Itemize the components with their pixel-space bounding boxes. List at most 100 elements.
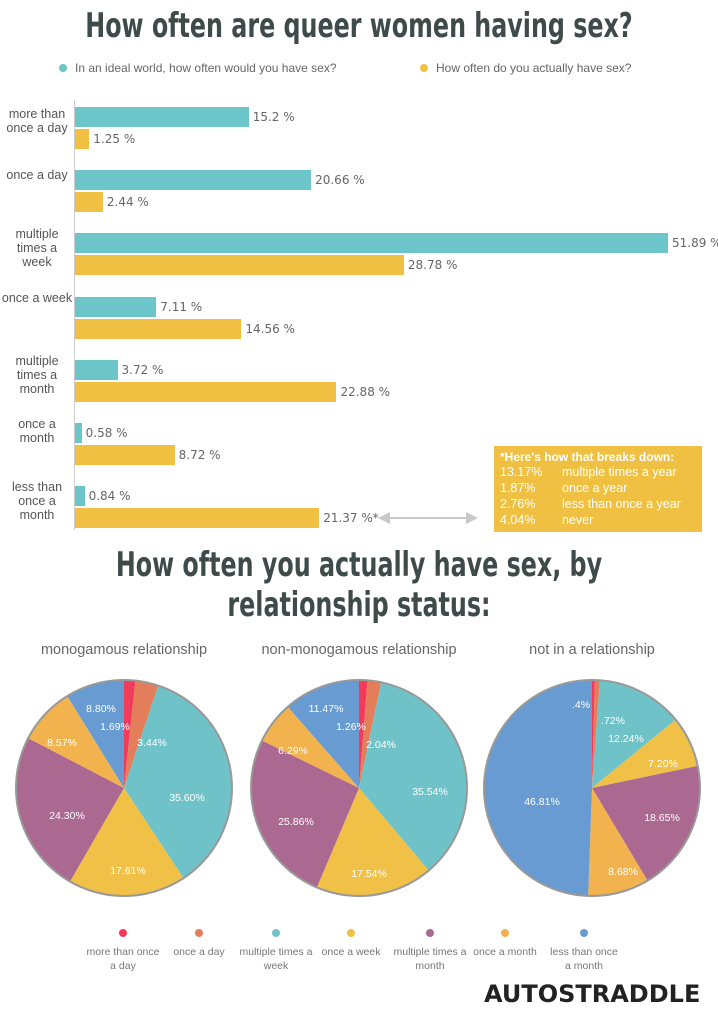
pie-slice-label: 17.54% <box>351 868 387 880</box>
pie-slice-label: 1.26% <box>336 721 366 733</box>
pie-outline <box>15 679 233 897</box>
bar-value-label: 0.84 % <box>88 489 131 504</box>
legend-label: once a day <box>173 946 225 958</box>
breakdown-row: 4.04% never <box>500 512 696 528</box>
category-label: multiple times a month <box>15 353 59 396</box>
bar-value-label: 14.56 % <box>245 321 295 336</box>
pie-slice <box>592 680 676 788</box>
bar-value-label: 20.66 % <box>315 173 365 188</box>
bar <box>75 255 404 276</box>
double-arrow-icon <box>378 512 478 524</box>
breakdown-box: *Here's how that breaks down: 13.17% mult… <box>494 446 702 532</box>
pie-slice-label: .4% <box>572 699 590 711</box>
breakdown-row: 13.17% multiple times a year <box>500 464 696 480</box>
breakdown-label: never <box>562 513 594 527</box>
bar-value-label: 0.58 % <box>85 426 128 440</box>
pie-slice <box>69 788 184 896</box>
pie-slice-label: 6.29% <box>278 745 308 757</box>
bar <box>75 170 312 191</box>
y-axis-line <box>74 100 75 530</box>
pie-title: non-monogamous relationship <box>261 642 457 658</box>
bar <box>75 381 337 402</box>
pie-slice <box>287 680 359 788</box>
pie-slice-label: 12.24% <box>608 733 644 745</box>
bar <box>75 129 90 149</box>
bar <box>75 486 85 507</box>
pie-slice <box>592 680 595 788</box>
pie-slice <box>592 680 601 788</box>
breakdown-label: less than once a year <box>562 497 681 511</box>
legend-dot <box>272 929 280 937</box>
pie-slice <box>124 680 159 788</box>
pie-slice <box>359 680 368 788</box>
breakdown-label: multiple times a year <box>562 465 677 479</box>
pie-slice <box>316 788 429 896</box>
legend-actual: How often do you actually have sex? <box>420 61 631 75</box>
pie-slice-label: .72% <box>601 715 625 727</box>
legend-dot <box>195 929 203 937</box>
pie-section-title-text: How often you actually have sex, by rela… <box>115 545 603 625</box>
bar <box>75 192 103 213</box>
pie-slice-label: 11.47% <box>309 703 344 715</box>
pie-slice <box>588 788 648 896</box>
category-label: once a day <box>6 168 68 183</box>
breakdown-value: 1.87% <box>500 481 536 495</box>
category-label: once a week <box>1 290 73 305</box>
pie-section-title: How often you actually have sex, by rela… <box>9 545 709 625</box>
legend-dot <box>420 64 428 72</box>
legend-dot <box>119 929 127 937</box>
bar <box>75 423 82 443</box>
pie-slice-label: 46.81% <box>524 796 560 808</box>
legend-label: more than once a day <box>86 946 160 972</box>
bar-value-label: 28.78 % <box>407 258 458 273</box>
pie-title: not in a relationship <box>529 642 655 658</box>
autostraddle-logo: AUTOSTRADDLE <box>484 980 701 1008</box>
legend-label: multiple times a month <box>393 946 467 972</box>
category-label: multiple times a week <box>15 227 59 270</box>
pie-slice <box>483 680 592 896</box>
breakdown-value: 2.76% <box>500 497 536 511</box>
pie-slice <box>592 765 700 881</box>
pie-slice <box>359 682 467 871</box>
bar-value-label: 21.37 %* <box>323 511 379 526</box>
pie-slice <box>124 680 136 788</box>
bar <box>75 107 249 127</box>
pie-slice-label: 17.61% <box>110 865 146 877</box>
legend-dot <box>347 929 355 937</box>
bar-value-label: 1.25 % <box>93 132 136 146</box>
bar <box>75 296 157 317</box>
pie-slice <box>67 680 124 788</box>
category-label: once a month <box>18 417 56 445</box>
legend-label: less than once a month <box>550 946 618 972</box>
bar-value-label: 3.72 % <box>121 362 164 377</box>
pie-slice-label: 1.69% <box>100 721 130 733</box>
bar-value-label: 8.72 % <box>178 448 221 462</box>
breakdown-value: 13.17% <box>500 465 543 479</box>
bar <box>75 359 118 380</box>
breakdown-row: 1.87% once a year <box>500 480 696 496</box>
bar-value-label: 22.88 % <box>340 384 391 399</box>
pie-outline <box>483 679 701 897</box>
pie-slice <box>15 738 125 882</box>
pie-slice-label: 35.60% <box>169 792 205 804</box>
pie-title: monogamous relationship <box>40 642 208 658</box>
pie-slice <box>124 685 232 879</box>
pie-slice <box>592 719 698 788</box>
legend-label: How often do you actually have sex? <box>436 61 632 75</box>
pie-slice <box>250 740 359 888</box>
bar <box>75 508 320 529</box>
pie-slice-label: 24.30% <box>49 810 85 822</box>
bar-value-label: 51.89 % <box>672 236 718 251</box>
pie-slice-label: 2.04% <box>366 739 396 751</box>
pie-slice <box>28 696 125 788</box>
bar <box>75 233 668 254</box>
pie-slice-label: 3.44% <box>137 737 167 749</box>
breakdown-label: once a year <box>562 481 628 495</box>
legend-label: multiple times a week <box>239 946 313 972</box>
legend-dot <box>580 929 588 937</box>
bar-value-label: 7.11 % <box>160 299 203 314</box>
legend-label: In an ideal world, how often would you h… <box>75 61 337 75</box>
pie-outline <box>250 679 468 897</box>
pie-slice <box>261 706 359 788</box>
